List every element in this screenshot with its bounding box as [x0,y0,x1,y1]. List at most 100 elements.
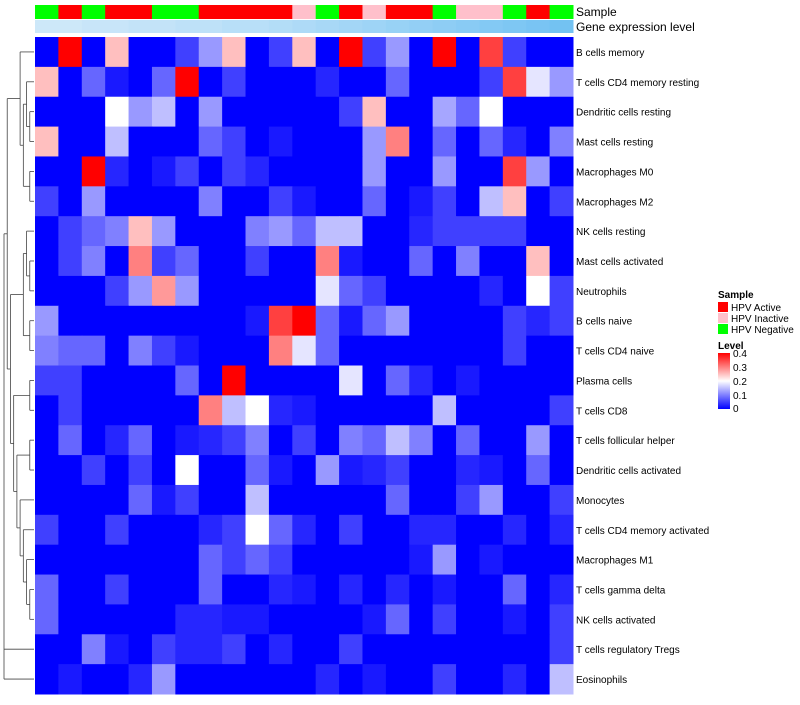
heatmap-cell [315,604,340,635]
heatmap-cell [175,544,200,576]
heatmap-cell [549,455,574,486]
heatmap-cell [479,544,504,576]
heatmap-cell [432,186,457,217]
heatmap-cell [409,395,434,426]
heatmap-cell [502,96,527,128]
heatmap-cell [502,574,527,605]
heatmap-cell [292,37,317,68]
heatmap-cell [198,664,223,695]
row-label-nk-cells-activated: NK cells activated [576,615,655,626]
heatmap-cell [268,37,293,68]
heatmap-cell [175,246,200,277]
heatmap-cell [549,335,574,366]
heatmap-cell [175,66,200,98]
heatmap-cell [128,664,153,695]
heatmap-cell [292,66,317,98]
expression-annotation-cell [175,20,200,33]
heatmap-cell [198,425,223,456]
sample-annotation-cell [81,5,106,19]
heatmap-cell [105,37,130,68]
heatmap-cell [432,395,457,426]
heatmap-cell [502,604,527,635]
heatmap-cell [502,365,527,396]
expression-annotation-cell [81,20,106,33]
heatmap-cell [198,455,223,486]
heatmap-cell [479,514,504,546]
heatmap-cell [222,365,247,396]
heatmap-cell [268,156,293,187]
heatmap-cell [268,634,293,665]
row-label-t-cells-cd8: T cells CD8 [576,406,628,417]
heatmap-cell [58,574,83,605]
sample-annotation-cell [35,5,59,19]
heatmap-cell [385,305,410,337]
expression-annotation-cell [385,20,410,33]
level-tick-0-4: 0.4 [733,349,747,360]
heatmap-cell [526,455,551,486]
heatmap-cell [245,365,270,396]
heatmap-cell [175,96,200,128]
heatmap-cell [58,126,83,157]
heatmap-cell [198,574,223,605]
heatmap-cell [58,365,83,396]
row-label-b-cells-naive: B cells naive [576,317,633,328]
heatmap-cell [268,425,293,456]
heatmap-cell [35,455,59,486]
heatmap-cell [268,604,293,635]
heatmap-cell [456,186,480,217]
heatmap-cell [58,275,83,307]
heatmap-cell [502,484,527,516]
heatmap-cell [81,216,106,247]
heatmap-cell [526,305,551,337]
heatmap-cell [292,634,317,665]
heatmap-cell [479,484,504,516]
heatmap-cell [362,96,387,128]
legend-label-hpv-negative: HPV Negative [731,325,794,336]
heatmap-cell [222,96,247,128]
heatmap-cell [81,604,106,635]
heatmap-cell [58,634,83,665]
heatmap-cell [268,305,293,337]
heatmap-cell [339,544,363,576]
heatmap-cell [315,634,340,665]
heatmap-cell [105,634,130,665]
heatmap-cell [222,305,247,337]
heatmap-cell [81,66,106,98]
expression-annotation-cell [198,20,223,33]
heatmap-cell [362,156,387,187]
heatmap-cell [81,246,106,277]
heatmap-cell [292,455,317,486]
heatmap-cell [81,634,106,665]
row-label-monocytes: Monocytes [576,496,624,507]
heatmap-cell [35,96,59,128]
heatmap-cell [362,395,387,426]
heatmap-cell [502,246,527,277]
heatmap-cell [268,484,293,516]
heatmap-cell [268,544,293,576]
row-label-t-cells-cd4-memory-resting: T cells CD4 memory resting [576,78,699,89]
heatmap-cell [339,37,363,68]
heatmap-cell [58,305,83,337]
heatmap-cell [175,37,200,68]
heatmap-cell [198,66,223,98]
heatmap-cell [175,216,200,247]
row-label-eosinophils: Eosinophils [576,675,627,686]
heatmap-cell [245,455,270,486]
sample-legend-title: Sample [718,290,754,301]
sample-annotation-cell [385,5,410,19]
expression-annotation-cell [128,20,153,33]
heatmap-cell [128,126,153,157]
heatmap-cell [175,335,200,366]
sample-annotation-cell [339,5,363,19]
heatmap-cell [175,455,200,486]
heatmap-cell [175,484,200,516]
heatmap-cell [222,216,247,247]
heatmap-cell [526,544,551,576]
heatmap-cell [479,574,504,605]
heatmap-cell [151,484,176,516]
heatmap-cell [339,455,363,486]
legend-swatch-hpv-inactive [718,313,728,323]
heatmap-cell [385,395,410,426]
heatmap-cell [456,604,480,635]
heatmap-cell [245,216,270,247]
